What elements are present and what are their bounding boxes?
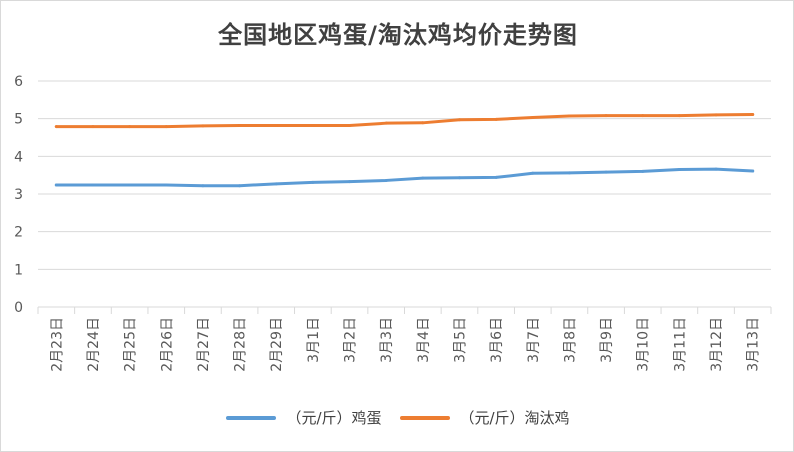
data-point (751, 113, 755, 117)
data-point (54, 183, 58, 187)
x-tick-label: 3月5日 (452, 317, 468, 363)
y-tick-label: 6 (14, 74, 23, 90)
data-point (384, 121, 388, 125)
x-tick-label: 2月27日 (196, 317, 212, 372)
x-tick-label: 2月26日 (159, 317, 175, 372)
data-point (421, 121, 425, 125)
data-point (164, 125, 168, 129)
data-point (128, 183, 132, 187)
data-point (128, 125, 132, 129)
data-point (348, 123, 352, 127)
x-tick-label: 2月24日 (86, 317, 102, 372)
legend: （元/斤）鸡蛋 （元/斤）淘汰鸡 (1, 407, 794, 428)
data-point (714, 167, 718, 171)
data-point (531, 171, 535, 175)
data-point (311, 180, 315, 184)
data-point (641, 114, 645, 118)
data-point (531, 116, 535, 120)
data-point (384, 178, 388, 182)
x-tick-label: 3月2日 (343, 317, 359, 363)
chart-plot: 0 1 2 3 4 5 6 2月23日 2月24日 2月25日 2月26日 2月27日 2月28日 2月2… (14, 74, 772, 372)
data-point (348, 180, 352, 184)
data-point (677, 168, 681, 172)
legend-item-eggs: （元/斤）鸡蛋 (226, 407, 382, 428)
data-point (238, 184, 242, 188)
data-point (641, 169, 645, 173)
y-tick-label: 1 (14, 262, 23, 278)
data-point (201, 184, 205, 188)
x-tick-label: 3月8日 (562, 317, 578, 363)
x-tick-label: 2月23日 (49, 317, 65, 372)
chart-title: 全国地区鸡蛋/淘汰鸡均价走势图 (218, 21, 578, 49)
data-point (677, 114, 681, 118)
series-line-1 (54, 113, 755, 129)
data-point (274, 182, 278, 186)
data-point (164, 183, 168, 187)
data-point (457, 176, 461, 180)
data-point (91, 183, 95, 187)
x-tick-label: 3月9日 (599, 317, 615, 363)
x-tick-label: 3月11日 (672, 317, 688, 372)
x-tick-label: 3月13日 (746, 317, 762, 372)
legend-item-culled-hens: （元/斤）淘汰鸡 (399, 407, 570, 428)
data-point (567, 171, 571, 175)
x-tick-label: 3月1日 (306, 317, 322, 363)
x-tick-label: 2月29日 (269, 317, 285, 372)
x-tick-label: 3月6日 (489, 317, 505, 363)
data-point (457, 118, 461, 122)
x-tick-label: 3月3日 (379, 317, 395, 363)
x-tick-label: 3月12日 (709, 317, 725, 372)
x-tick-label: 3月4日 (416, 317, 432, 363)
data-point (91, 125, 95, 129)
x-tick-label: 2月28日 (233, 317, 249, 372)
legend-label-eggs: （元/斤）鸡蛋 (286, 409, 382, 427)
data-point (274, 123, 278, 127)
data-point (567, 114, 571, 118)
data-point (201, 124, 205, 128)
data-point (421, 176, 425, 180)
x-tick-label: 3月10日 (636, 317, 652, 372)
y-tick-label: 2 (14, 225, 23, 241)
data-point (238, 123, 242, 127)
data-point (604, 170, 608, 174)
data-point (714, 113, 718, 117)
y-tick-label: 3 (14, 187, 23, 203)
y-tick-label: 4 (14, 149, 23, 165)
data-point (751, 169, 755, 173)
series-line-0 (54, 167, 755, 188)
x-tick-label: 3月7日 (526, 317, 542, 363)
data-point (494, 117, 498, 121)
x-tick-label: 2月25日 (123, 317, 139, 372)
data-point (604, 114, 608, 118)
data-point (494, 175, 498, 179)
legend-swatch-eggs (226, 415, 277, 420)
y-tick-label: 5 (14, 112, 23, 128)
legend-label-culled-hens: （元/斤）淘汰鸡 (459, 409, 570, 427)
y-tick-label: 0 (14, 300, 23, 316)
data-point (311, 123, 315, 127)
legend-swatch-culled-hens (399, 415, 450, 420)
data-point (54, 125, 58, 129)
